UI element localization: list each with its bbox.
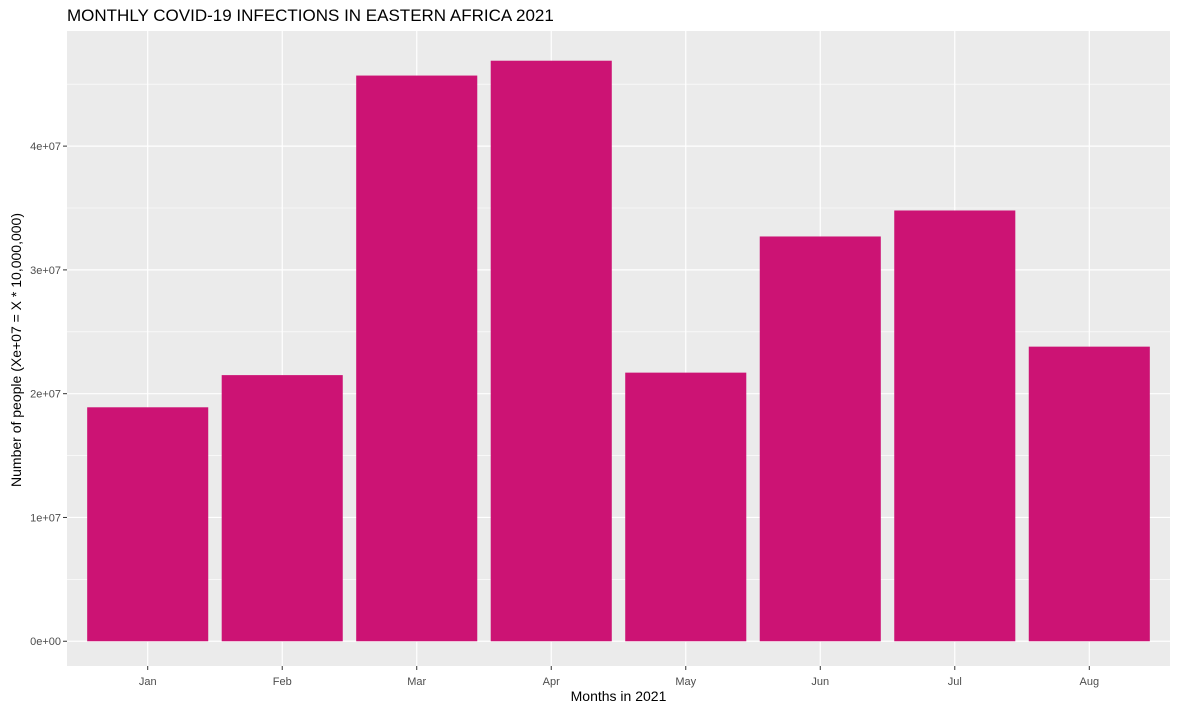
y-axis-label: Number of people (Xe+07 = X * 10,000,000… xyxy=(8,213,24,487)
bar-jun xyxy=(759,236,881,642)
x-tick-label: Mar xyxy=(407,676,426,688)
bar-mar xyxy=(356,75,478,642)
x-tick-label: Apr xyxy=(543,676,560,688)
bar-jan xyxy=(87,407,209,642)
x-tick-label: Aug xyxy=(1080,676,1100,688)
chart-title: MONTHLY COVID-19 INFECTIONS IN EASTERN A… xyxy=(67,6,554,25)
bar-may xyxy=(625,372,747,642)
x-tick-label: Jul xyxy=(948,676,962,688)
y-tick-label: 4e+07 xyxy=(30,141,61,153)
bar-apr xyxy=(490,60,612,642)
y-tick-label: 1e+07 xyxy=(30,512,61,524)
y-tick-label: 3e+07 xyxy=(30,265,61,277)
y-tick-label: 0e+00 xyxy=(30,636,61,648)
y-tick-label: 2e+07 xyxy=(30,389,61,401)
x-tick-label: May xyxy=(675,676,696,688)
bar-feb xyxy=(221,375,343,642)
x-tick-label: Jun xyxy=(811,676,829,688)
x-tick-label: Feb xyxy=(273,676,292,688)
bar-aug xyxy=(1028,346,1150,642)
bar-jul xyxy=(894,210,1016,642)
x-tick-label: Jan xyxy=(139,676,157,688)
x-axis-label: Months in 2021 xyxy=(570,688,667,704)
